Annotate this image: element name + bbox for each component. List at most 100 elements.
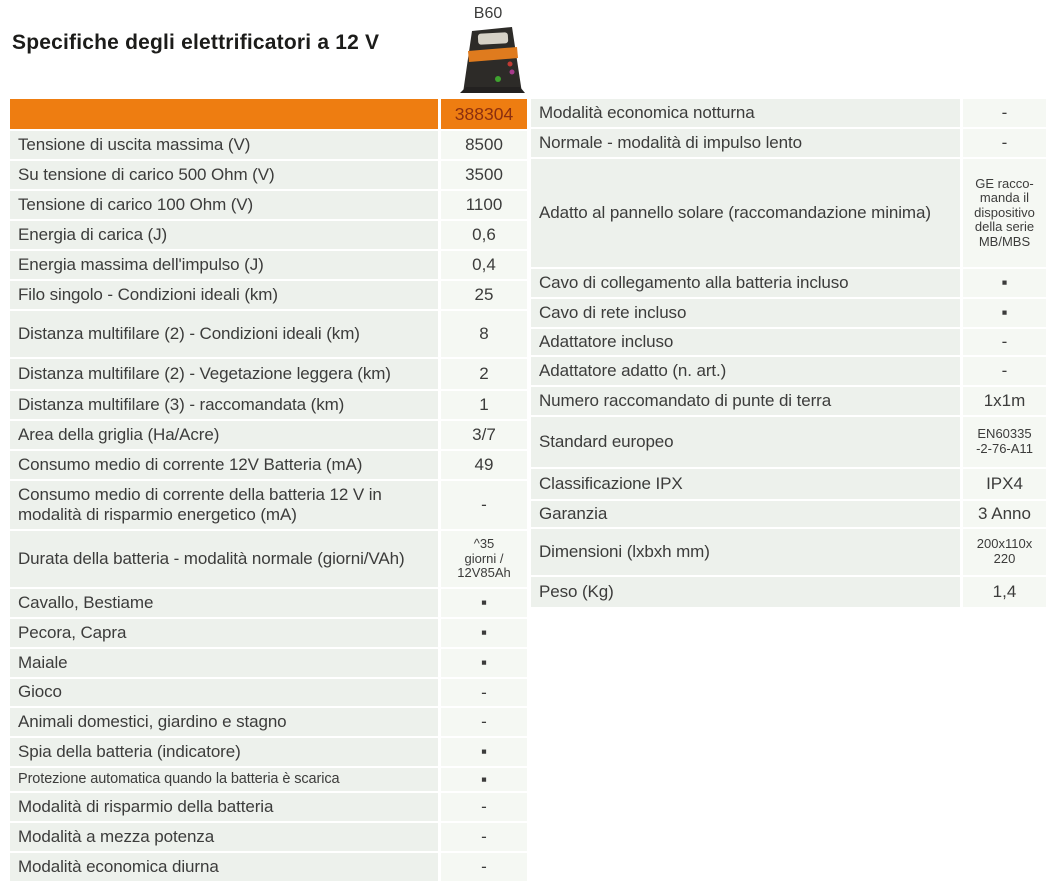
spec-label: Distanza multifilare (3) - raccomandata … — [10, 391, 438, 419]
spec-label: Consumo medio di corrente della batteria… — [10, 481, 438, 529]
spec-value: - — [963, 357, 1046, 385]
table-row: Tensione di carico 100 Ohm (V) 1100 — [10, 191, 527, 219]
spec-label: Distanza multifilare (2) - Vegetazione l… — [10, 359, 438, 389]
table-row: Modalità di risparmio della batteria - — [10, 793, 527, 821]
spec-value: 49 — [441, 451, 527, 479]
spec-value: 3 Anno — [963, 501, 1046, 527]
spec-label: Modalità a mezza potenza — [10, 823, 438, 851]
spec-value: ▪ — [963, 269, 1046, 297]
spec-value: 0,6 — [441, 221, 527, 249]
spec-value: 3500 — [441, 161, 527, 189]
table-row: Area della griglia (Ha/Acre) 3/7 — [10, 421, 527, 449]
spec-value: - — [963, 99, 1046, 127]
spec-label: Distanza multifilare (2) - Condizioni id… — [10, 311, 438, 357]
spec-label: Normale - modalità di impulso lento — [531, 129, 960, 157]
page-title: Specifiche degli elettrificatori a 12 V — [12, 31, 380, 54]
table-row: Normale - modalità di impulso lento - — [531, 129, 1046, 157]
spec-value: 1 — [441, 391, 527, 419]
spec-value: ▪ — [441, 619, 527, 647]
spec-label: Protezione automatica quando la batteria… — [10, 768, 438, 791]
table-row: Standard europeo EN60335 -2-76-A11 — [531, 417, 1046, 467]
spec-value: 1100 — [441, 191, 527, 219]
table-header-row: 388304 — [10, 99, 527, 129]
spec-value: - — [441, 793, 527, 821]
table-row: Adattatore incluso - — [531, 329, 1046, 355]
product-code: 388304 — [441, 99, 527, 129]
spec-label: Pecora, Capra — [10, 619, 438, 647]
table-row: Gioco - — [10, 679, 527, 706]
spec-value: EN60335 -2-76-A11 — [963, 417, 1046, 467]
spec-value: ▪ — [441, 649, 527, 677]
spec-value: - — [963, 329, 1046, 355]
table-row: Pecora, Capra ▪ — [10, 619, 527, 647]
product-model-label: B60 — [473, 5, 503, 22]
spec-label: Modalità economica diurna — [10, 853, 438, 881]
table-row: Distanza multifilare (3) - raccomandata … — [10, 391, 527, 419]
spec-label: Dimensioni (lxbxh mm) — [531, 529, 960, 575]
spec-value: 25 — [441, 281, 527, 309]
spec-value: ▪ — [441, 738, 527, 766]
spec-label: Tensione di carico 100 Ohm (V) — [10, 191, 438, 219]
spec-label: Cavallo, Bestiame — [10, 589, 438, 617]
spec-table-left: 388304 Tensione di uscita massima (V) 850… — [10, 99, 527, 883]
spec-value: 0,4 — [441, 251, 527, 279]
spec-value: 1,4 — [963, 577, 1046, 607]
spec-value: - — [441, 853, 527, 881]
spec-label: Durata della batteria - modalità normale… — [10, 531, 438, 587]
table-row: Distanza multifilare (2) - Vegetazione l… — [10, 359, 527, 389]
spec-label: Garanzia — [531, 501, 960, 527]
spec-label: Adattatore incluso — [531, 329, 960, 355]
spec-value: 1x1m — [963, 387, 1046, 415]
table-row: Tensione di uscita massima (V) 8500 — [10, 131, 527, 159]
table-row: Adattatore adatto (n. art.) - — [531, 357, 1046, 385]
header-empty-cell — [10, 99, 438, 129]
spec-value: ▪ — [441, 589, 527, 617]
spec-label: Energia di carica (J) — [10, 221, 438, 249]
table-row: Modalità a mezza potenza - — [10, 823, 527, 851]
table-row: Peso (Kg) 1,4 — [531, 577, 1046, 607]
spec-value: 3/7 — [441, 421, 527, 449]
table-row: Dimensioni (lxbxh mm) 200x110x 220 — [531, 529, 1046, 575]
table-row: Modalità economica notturna - — [531, 99, 1046, 127]
table-row: Cavo di rete incluso ▪ — [531, 299, 1046, 327]
table-row: Energia di carica (J) 0,6 — [10, 221, 527, 249]
table-row: Animali domestici, giardino e stagno - — [10, 708, 527, 736]
table-row: Garanzia 3 Anno — [531, 501, 1046, 527]
table-row: Spia della batteria (indicatore) ▪ — [10, 738, 527, 766]
spec-label: Adatto al pannello solare (raccomandazio… — [531, 159, 960, 267]
table-row: Distanza multifilare (2) - Condizioni id… — [10, 311, 527, 357]
table-row: Numero raccomandato di punte di terra 1x1… — [531, 387, 1046, 415]
spec-value: IPX4 — [963, 469, 1046, 499]
spec-value: - — [441, 481, 527, 529]
spec-label: Animali domestici, giardino e stagno — [10, 708, 438, 736]
spec-table-right: Modalità economica notturna - Normale - mo… — [531, 99, 1046, 609]
spec-label: Modalità economica notturna — [531, 99, 960, 127]
spec-label: Classificazione IPX — [531, 469, 960, 499]
table-row: Energia massima dell'impulso (J) 0,4 — [10, 251, 527, 279]
spec-label: Su tensione di carico 500 Ohm (V) — [10, 161, 438, 189]
product-column: B60 — [446, 5, 530, 101]
spec-label: Filo singolo - Condizioni ideali (km) — [10, 281, 438, 309]
spec-label: Cavo di collegamento alla batteria inclu… — [531, 269, 960, 297]
table-row: Consumo medio di corrente 12V Batteria (… — [10, 451, 527, 479]
spec-label: Spia della batteria (indicatore) — [10, 738, 438, 766]
spec-value: 2 — [441, 359, 527, 389]
product-image-b60 — [460, 27, 525, 93]
table-row: Modalità economica diurna - — [10, 853, 527, 881]
spec-value: GE racco- manda il dispositivo della ser… — [963, 159, 1046, 267]
spec-value: - — [441, 823, 527, 851]
table-row: Durata della batteria - modalità normale… — [10, 531, 527, 587]
spec-value: 200x110x 220 — [963, 529, 1046, 575]
table-row: Classificazione IPX IPX4 — [531, 469, 1046, 499]
spec-label: Energia massima dell'impulso (J) — [10, 251, 438, 279]
spec-label: Peso (Kg) — [531, 577, 960, 607]
table-row: Protezione automatica quando la batteria… — [10, 768, 527, 791]
spec-value: ▪ — [963, 299, 1046, 327]
table-row: Filo singolo - Condizioni ideali (km) 25 — [10, 281, 527, 309]
spec-label: Adattatore adatto (n. art.) — [531, 357, 960, 385]
spec-value: - — [441, 708, 527, 736]
table-row: Adatto al pannello solare (raccomandazio… — [531, 159, 1046, 267]
table-row: Maiale ▪ — [10, 649, 527, 677]
spec-label: Cavo di rete incluso — [531, 299, 960, 327]
